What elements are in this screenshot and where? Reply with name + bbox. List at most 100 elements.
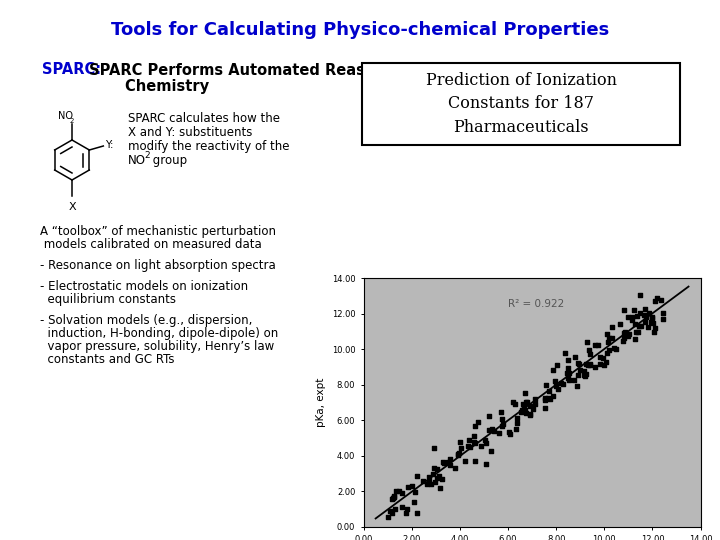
Point: [606, 322, 618, 331]
Point: [511, 414, 523, 422]
Point: [580, 360, 592, 368]
Point: [434, 484, 446, 492]
Point: [387, 494, 399, 503]
Point: [546, 392, 558, 400]
Text: A “toolbox” of mechanistic perturbation: A “toolbox” of mechanistic perturbation: [40, 225, 276, 238]
Point: [561, 369, 572, 377]
Point: [603, 346, 615, 354]
Point: [600, 358, 612, 367]
Point: [595, 360, 606, 369]
Text: constants and GC RTs: constants and GC RTs: [40, 353, 174, 366]
Point: [402, 482, 413, 491]
Point: [574, 365, 585, 374]
Point: [409, 488, 420, 497]
Point: [574, 360, 585, 368]
Point: [519, 406, 531, 414]
Point: [518, 400, 529, 409]
Text: - Electrostatic models on ionization: - Electrostatic models on ionization: [40, 280, 248, 293]
Point: [400, 508, 411, 517]
Point: [656, 296, 667, 305]
Point: [626, 315, 638, 324]
Point: [497, 422, 508, 430]
Point: [619, 327, 631, 336]
Point: [571, 382, 582, 390]
Point: [518, 406, 529, 414]
Point: [622, 313, 634, 322]
Text: 2: 2: [144, 151, 150, 160]
Text: X: X: [68, 202, 76, 212]
Point: [390, 487, 402, 495]
Point: [475, 442, 487, 450]
Point: [541, 381, 552, 390]
Point: [606, 333, 618, 342]
Point: [624, 330, 635, 339]
Point: [611, 345, 622, 353]
Point: [464, 443, 476, 451]
Point: [572, 371, 584, 380]
Point: [516, 406, 528, 415]
Point: [485, 447, 497, 456]
Point: [582, 338, 593, 347]
Point: [639, 305, 650, 313]
Point: [592, 341, 603, 349]
Point: [557, 380, 569, 389]
Point: [570, 352, 581, 361]
Point: [483, 411, 495, 420]
Point: [455, 444, 467, 453]
Text: SPARC calculates how the: SPARC calculates how the: [128, 112, 280, 125]
Text: equilibrium constants: equilibrium constants: [40, 293, 176, 306]
Point: [437, 458, 449, 467]
Point: [451, 450, 463, 458]
Point: [459, 457, 471, 465]
Point: [602, 338, 613, 346]
Point: [515, 408, 526, 416]
Text: NO: NO: [128, 154, 146, 167]
Point: [480, 435, 491, 444]
Text: Y:: Y:: [105, 140, 114, 150]
Text: SPARC Performs Automated Reasoning in: SPARC Performs Automated Reasoning in: [84, 63, 432, 78]
Point: [480, 438, 491, 447]
Point: [549, 376, 561, 385]
Point: [618, 329, 629, 338]
Point: [388, 493, 400, 502]
Point: [423, 478, 435, 487]
Point: [608, 343, 620, 352]
Point: [510, 424, 522, 433]
Text: - Solvation models (e.g., dispersion,: - Solvation models (e.g., dispersion,: [40, 314, 253, 327]
Point: [504, 430, 516, 438]
Point: [464, 435, 475, 444]
Point: [634, 308, 646, 317]
Point: [628, 306, 639, 314]
Point: [521, 409, 532, 417]
Point: [401, 505, 413, 514]
Point: [647, 318, 659, 327]
Point: [408, 497, 420, 506]
Point: [525, 409, 536, 418]
Point: [657, 315, 669, 323]
Point: [603, 334, 615, 342]
Point: [640, 313, 652, 321]
Point: [406, 482, 418, 490]
Text: Tools for Calculating Physico-chemical Properties: Tools for Calculating Physico-chemical P…: [111, 21, 609, 39]
Point: [657, 309, 669, 318]
Point: [559, 349, 571, 357]
Point: [539, 404, 551, 413]
Point: [519, 389, 531, 398]
Point: [572, 359, 584, 367]
Text: X and Y: substituents: X and Y: substituents: [128, 126, 253, 139]
Point: [390, 505, 401, 514]
Point: [425, 480, 436, 488]
Text: NO: NO: [58, 111, 73, 121]
Point: [646, 313, 657, 322]
Y-axis label: pKa, expt: pKa, expt: [316, 377, 326, 427]
Point: [598, 361, 610, 369]
Point: [618, 306, 629, 314]
Point: [428, 443, 440, 452]
Point: [647, 313, 658, 321]
Point: [472, 418, 484, 427]
Point: [469, 438, 480, 447]
Point: [555, 379, 567, 388]
Point: [495, 408, 507, 416]
Text: Chemistry: Chemistry: [84, 78, 209, 93]
Point: [529, 399, 541, 408]
